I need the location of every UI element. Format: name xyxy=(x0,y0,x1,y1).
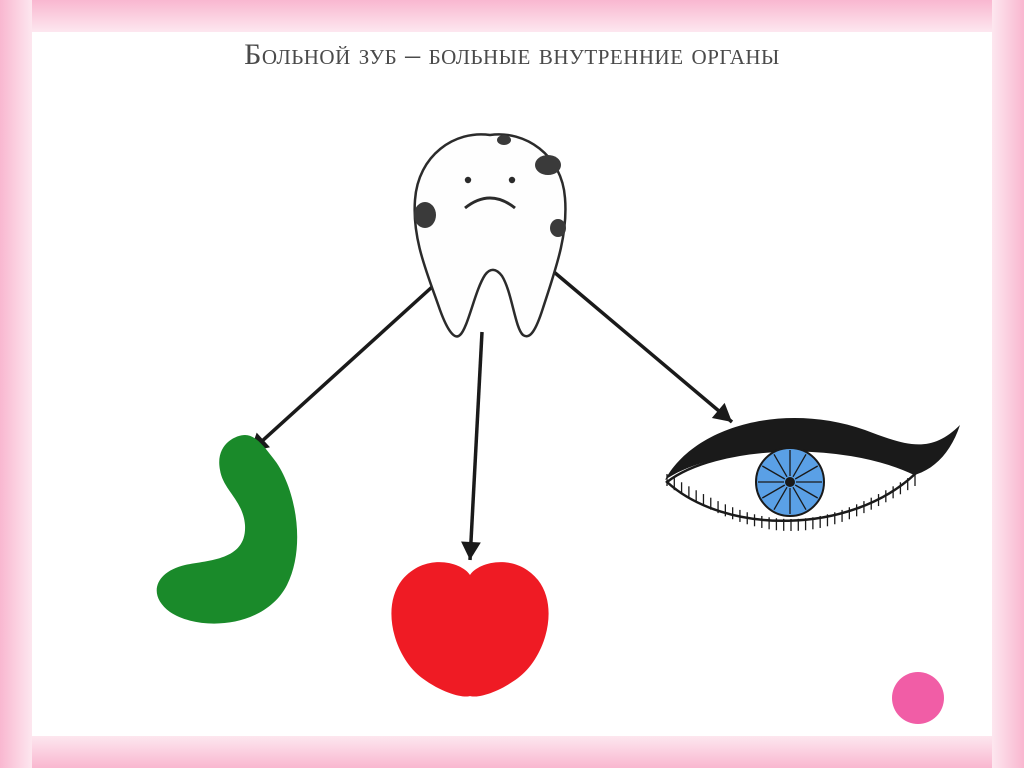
border-top xyxy=(0,0,1024,32)
heart-icon xyxy=(391,562,548,696)
border-left xyxy=(0,0,32,768)
border-right xyxy=(992,0,1024,768)
decorative-dot xyxy=(892,672,944,724)
arrow-to-stomach xyxy=(250,287,432,452)
diagram-canvas xyxy=(32,32,992,736)
border-bottom xyxy=(0,736,1024,768)
arrow-to-heart xyxy=(461,332,482,560)
tooth-icon xyxy=(414,134,566,336)
eye-icon xyxy=(665,418,960,531)
slide-frame: Больной зуб – больные внутренние органы xyxy=(0,0,1024,768)
stomach-icon xyxy=(157,435,297,624)
arrow-to-eye xyxy=(554,272,732,422)
